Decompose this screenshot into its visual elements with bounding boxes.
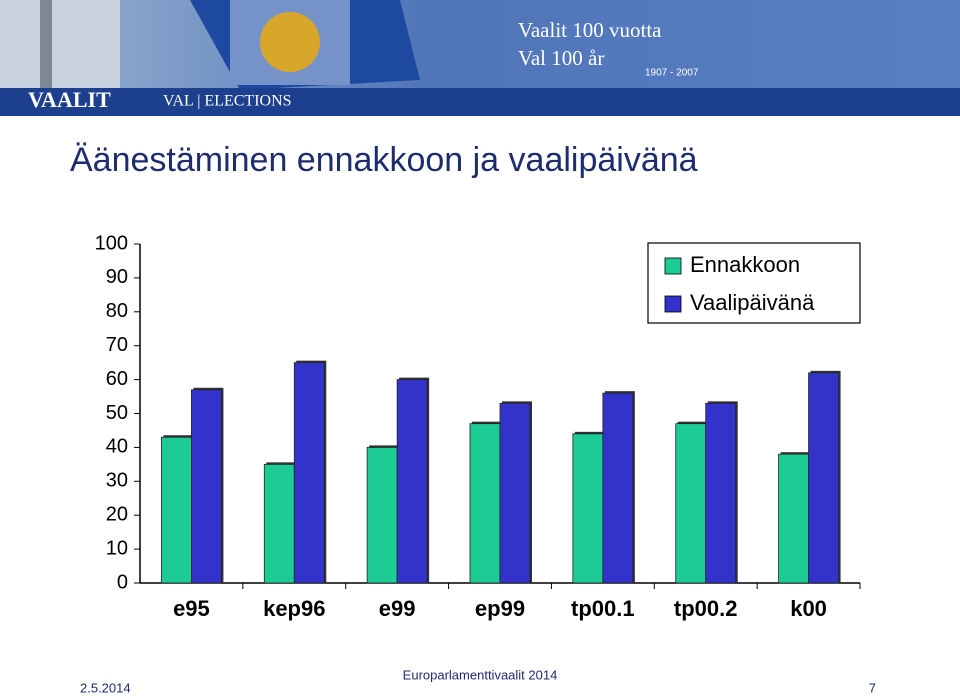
legend-label: Ennakkoon: [690, 252, 800, 277]
bar: [778, 453, 809, 584]
brand: VAALIT: [28, 87, 111, 112]
x-tick-label: tp00.1: [571, 596, 635, 621]
bar: [469, 423, 501, 584]
footer-date: 2.5.2014: [80, 680, 131, 695]
x-tick-label: tp00.2: [674, 596, 738, 621]
header-banner: VAALIT VAL | ELECTIONS Vaalit 100 vuotta…: [0, 0, 960, 116]
bar: [499, 402, 531, 584]
bar: [705, 402, 737, 584]
bar: [572, 433, 604, 584]
y-tick-label: 100: [95, 232, 128, 254]
header-line: Val 100 år: [518, 46, 604, 70]
x-tick-label: ep99: [475, 596, 525, 621]
legend-label: Vaalipäivänä: [690, 290, 815, 315]
header-years: 1907 - 2007: [645, 68, 699, 79]
chart-title: Äänestäminen ennakkoon ja vaalipäivänä: [70, 141, 698, 179]
legend-swatch: [664, 295, 682, 313]
bar: [161, 436, 192, 584]
bar: [808, 372, 839, 584]
bar: [263, 463, 295, 584]
x-tick-label: e99: [379, 596, 416, 621]
x-tick-label: kep96: [263, 596, 325, 621]
y-tick-label: 70: [106, 334, 128, 356]
y-tick-label: 90: [106, 266, 128, 288]
y-tick-label: 40: [106, 436, 128, 458]
y-tick-label: 30: [106, 470, 128, 492]
bar: [602, 392, 634, 584]
y-tick-label: 20: [106, 503, 128, 525]
legend: Ennakkoon Vaalipäivänä: [647, 242, 861, 324]
subbrand: VAL | ELECTIONS: [163, 93, 292, 110]
x-tick-label: e95: [173, 596, 210, 621]
y-tick-label: 50: [106, 402, 128, 424]
page-number: 7: [869, 680, 876, 695]
y-tick-label: 80: [106, 300, 128, 322]
header-line: Vaalit 100 vuotta: [518, 18, 662, 42]
y-tick-label: 60: [106, 368, 128, 390]
y-tick-label: 0: [117, 571, 128, 593]
bar: [675, 423, 707, 584]
bar: [293, 362, 325, 584]
bar: [396, 379, 428, 584]
footer-center: Europarlamenttivaalit 2014: [403, 667, 558, 682]
legend-swatch: [664, 257, 682, 275]
bar: [366, 446, 398, 584]
bar: [191, 389, 222, 584]
x-tick-label: k00: [790, 596, 827, 621]
y-tick-label: 10: [106, 537, 128, 559]
